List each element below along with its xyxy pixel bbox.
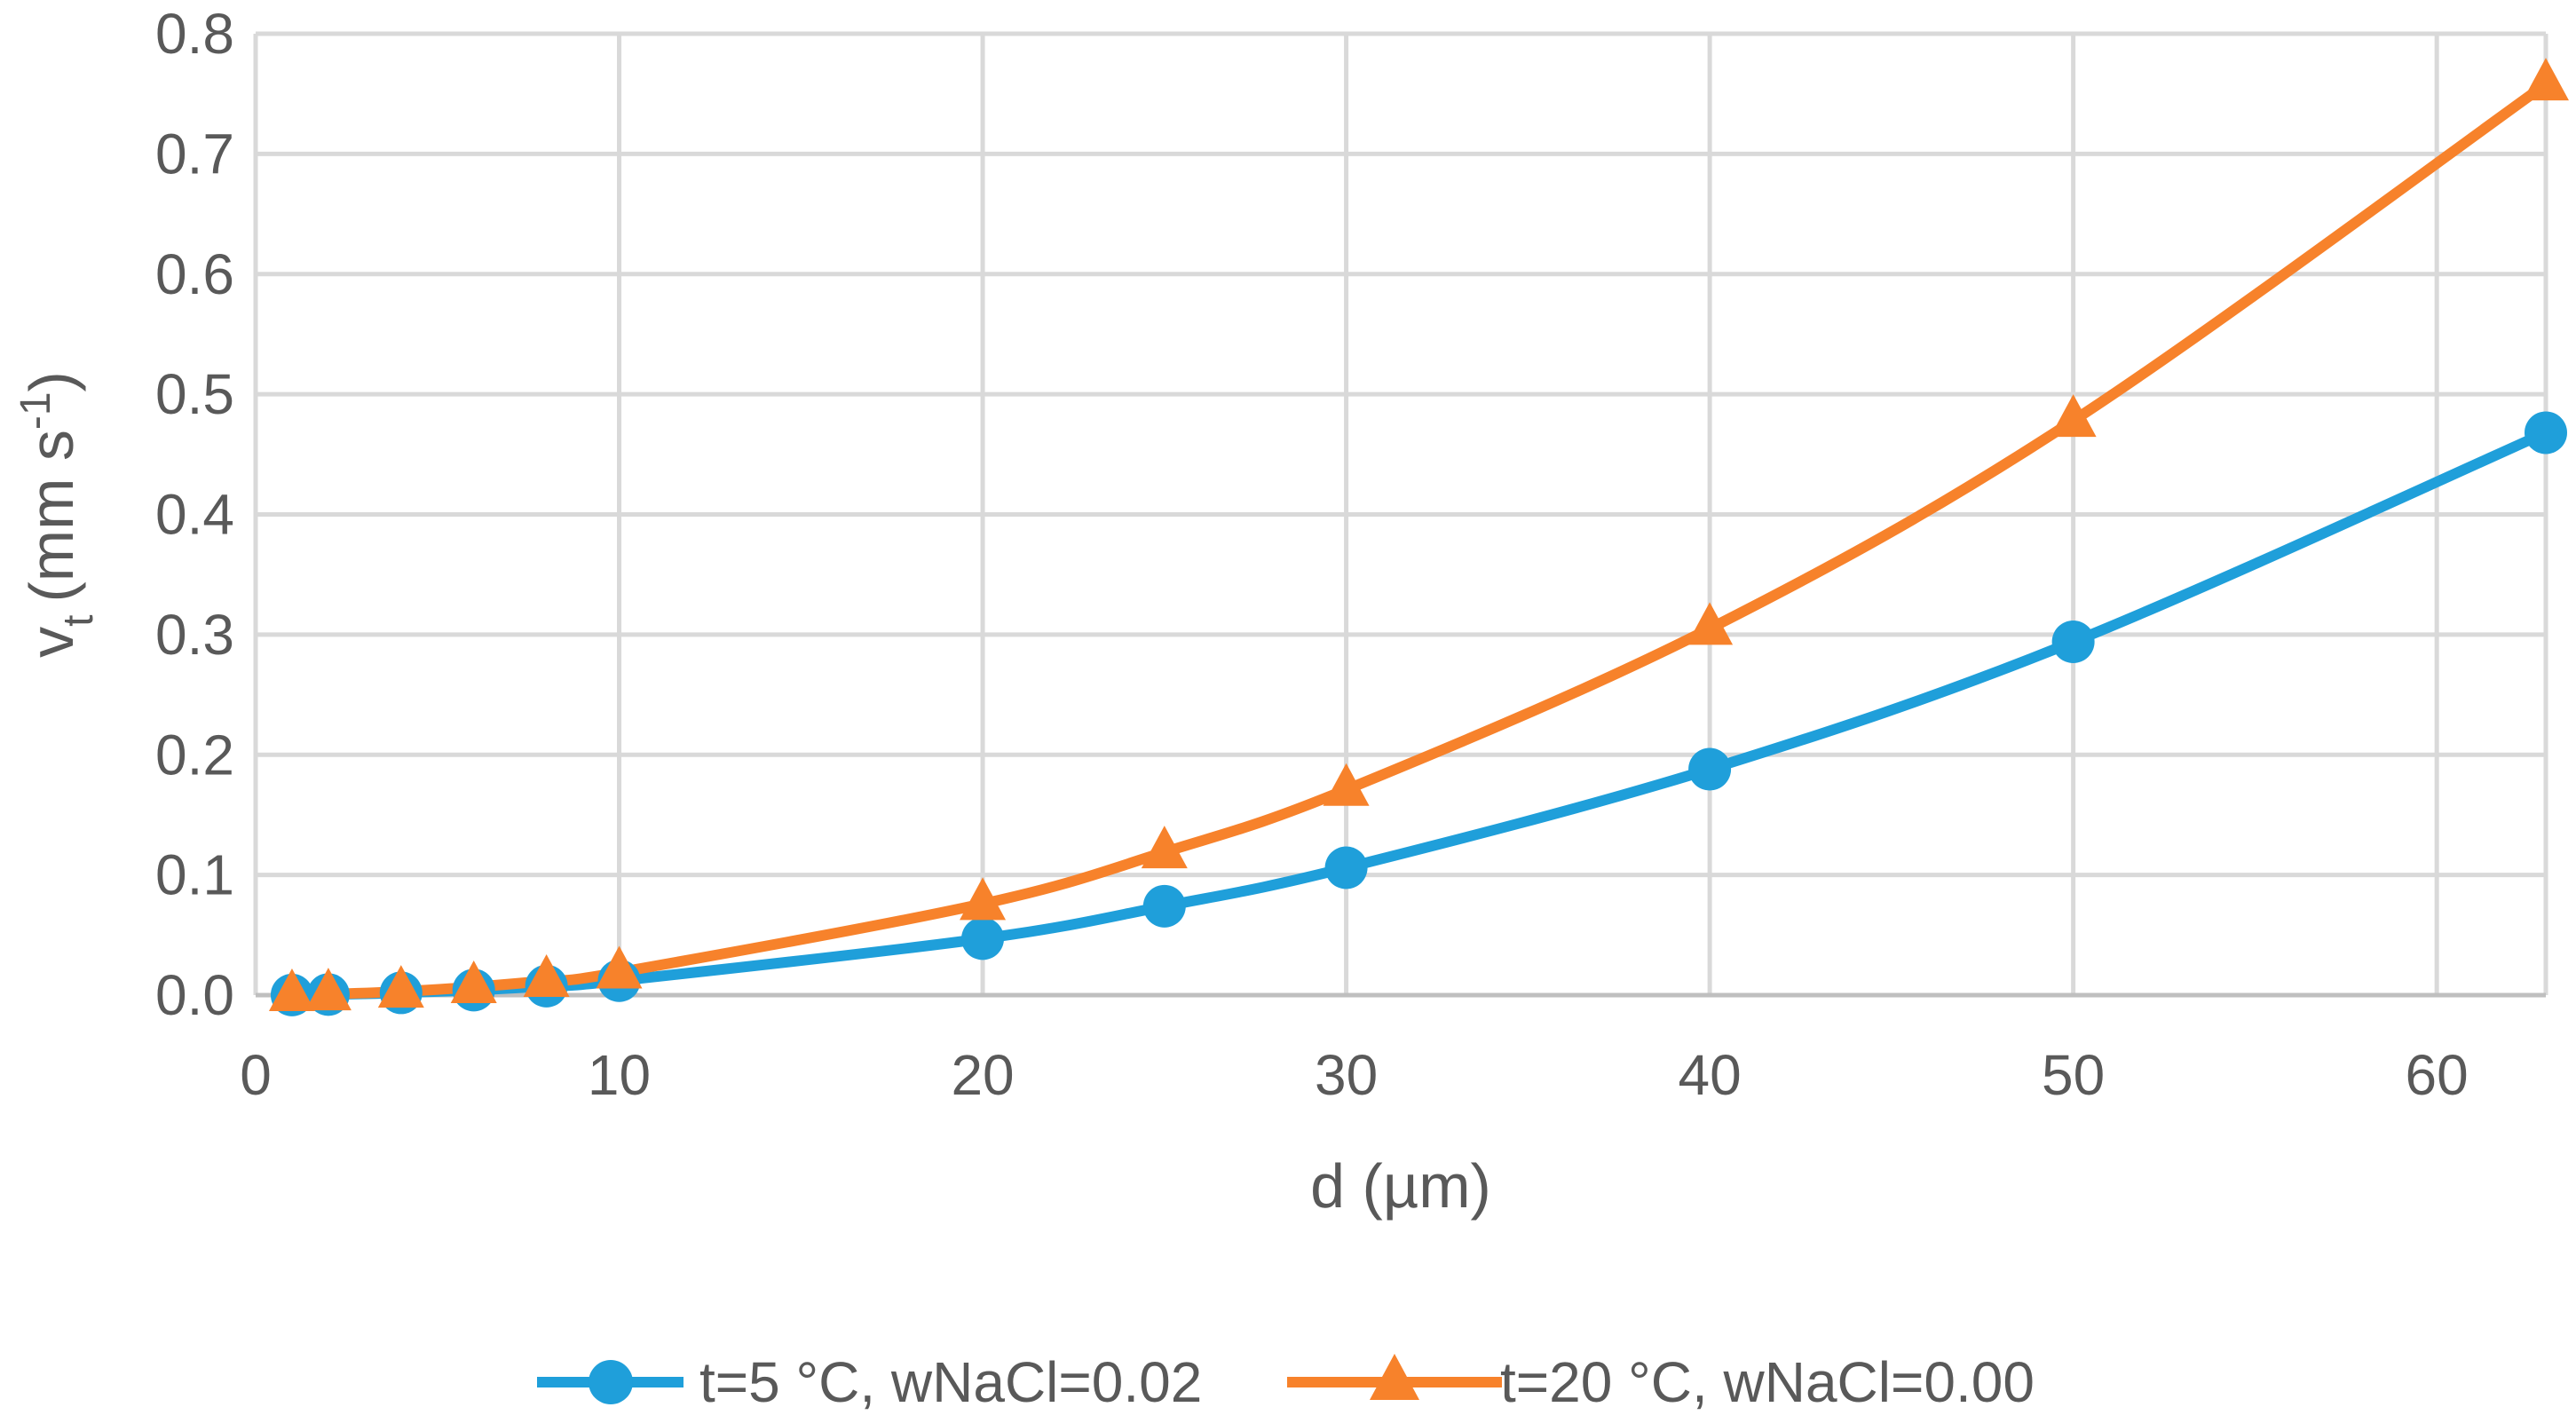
data-point-circle — [1324, 846, 1368, 889]
legend-label-series-1: t=5 °C, wNaCl=0.02 — [699, 1350, 1202, 1414]
data-point-triangle — [1141, 826, 1188, 869]
y-tick-label: 0.1 — [155, 843, 234, 907]
x-tick-label: 20 — [951, 1043, 1014, 1107]
y-tick-label: 0.6 — [155, 242, 234, 306]
legend-marker-triangle — [1370, 1354, 1419, 1400]
y-tick-label: 0.2 — [155, 723, 234, 787]
y-tick-label: 0.7 — [155, 122, 234, 186]
x-tick-label: 60 — [2406, 1043, 2469, 1107]
data-point-triangle — [2050, 394, 2097, 438]
y-tick-label: 0.4 — [155, 483, 234, 547]
data-point-triangle — [1323, 763, 1370, 806]
legend-item-series-2: t=20 °C, wNaCl=0.00 — [1287, 1350, 2035, 1414]
data-point-triangle — [960, 877, 1007, 921]
y-tick-label: 0.8 — [155, 2, 234, 66]
data-point-circle — [2051, 620, 2095, 663]
x-axis-label: d (µm) — [1310, 1151, 1491, 1221]
data-point-triangle — [596, 945, 643, 989]
data-point-circle — [2525, 411, 2567, 455]
data-point-triangle — [450, 961, 497, 1004]
y-axis-label-main: v — [17, 627, 86, 658]
y-axis-label-subscript: t — [55, 615, 102, 627]
x-tick-labels: 0 10 20 30 40 50 60 — [240, 1043, 2469, 1107]
data-point-markers — [268, 58, 2569, 1016]
series-line-2 — [291, 79, 2549, 1000]
x-tick-label: 50 — [2042, 1043, 2105, 1107]
y-axis-label-unit-close: ) — [17, 371, 86, 391]
y-tick-label: 0.5 — [155, 362, 234, 426]
data-point-triangle — [377, 965, 424, 1008]
series-lines — [291, 79, 2549, 1000]
y-tick-label: 0.3 — [155, 603, 234, 667]
series-line-1 — [291, 427, 2548, 1000]
data-point-triangle — [1687, 602, 1734, 645]
data-point-triangle — [2523, 58, 2569, 101]
data-point-triangle — [304, 968, 352, 1011]
data-point-circle — [1688, 747, 1732, 791]
x-tick-label: 40 — [1679, 1043, 1742, 1107]
x-tick-label: 10 — [588, 1043, 651, 1107]
y-axis-label-superscript: -1 — [12, 391, 59, 430]
grid-lines — [253, 31, 2548, 995]
data-point-circle — [1142, 884, 1186, 928]
data-point-triangle — [268, 968, 315, 1011]
legend-label-series-2: t=20 °C, wNaCl=0.00 — [1500, 1350, 2035, 1414]
data-point-triangle — [523, 953, 570, 997]
y-tick-label: 0.0 — [155, 963, 234, 1027]
x-tick-label: 30 — [1315, 1043, 1378, 1107]
y-axis-label-unit: (mm s — [17, 430, 86, 602]
legend: t=5 °C, wNaCl=0.02 t=20 °C, wNaCl=0.00 — [537, 1350, 2035, 1414]
x-tick-label: 0 — [240, 1043, 272, 1107]
y-axis-label: vt (mm s-1) — [12, 371, 102, 658]
data-point-circle — [961, 917, 1005, 961]
legend-item-series-1: t=5 °C, wNaCl=0.02 — [537, 1350, 1202, 1414]
legend-marker-circle — [589, 1360, 633, 1404]
y-tick-labels: 0.0 0.1 0.2 0.3 0.4 0.5 0.6 0.7 0.8 — [155, 2, 234, 1027]
